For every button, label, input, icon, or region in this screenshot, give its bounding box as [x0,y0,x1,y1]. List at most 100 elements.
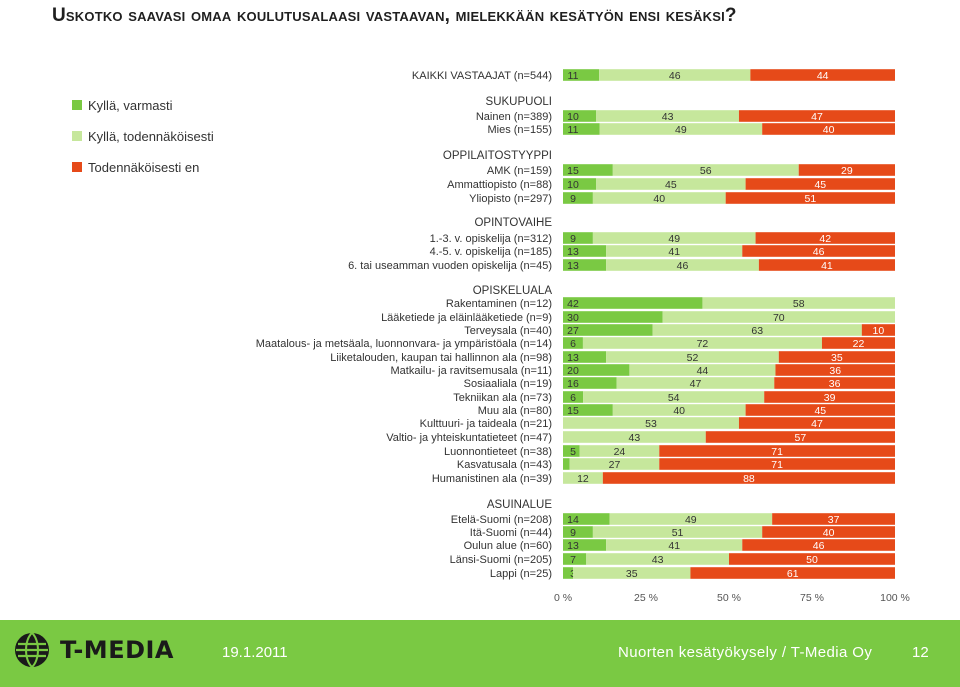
category-label: Yliopisto (n=297) [469,193,552,205]
data-label: 56 [700,165,712,177]
data-label: 72 [697,338,709,350]
bar-segment-probably-not [774,377,895,389]
bar-segment-yes-certainly [563,324,653,336]
data-label: 10 [567,179,579,191]
category-label: Länsi-Suomi (n=205) [450,554,552,566]
x-tick-label: 75 % [800,592,824,604]
category-label: Valtio- ja yhteiskuntatieteet (n=47) [386,432,552,444]
category-label: Matkailu- ja ravitsemusala (n=11) [391,365,553,377]
legend-swatch [72,162,82,172]
group-heading: OPPILAITOSTYYPPI [443,150,552,162]
data-label: 47 [811,418,823,430]
data-label: 11 [568,70,579,82]
data-label: 46 [813,246,825,258]
bar-segment-yes-probably [599,69,751,81]
bar-segment-yes-certainly [563,351,607,363]
data-label: 20 [567,365,579,377]
data-label: 16 [567,378,579,390]
bar-segment-yes-probably [606,351,779,363]
category-label: 4.-5. v. opiskelija (n=185) [430,246,552,258]
data-label: 14 [567,514,579,526]
bar-segment-yes-probably [579,445,660,457]
bar-segment-yes-certainly [563,123,600,135]
data-label: 42 [819,233,831,245]
bar-segment-probably-not [725,192,895,204]
t-media-logo: T-MEDIA [12,630,174,670]
data-label: 61 [787,568,799,580]
data-label: 40 [673,405,685,417]
group-heading: ASUINALUE [487,499,553,511]
data-label: 45 [814,405,826,417]
legend-swatch [72,100,82,110]
category-label: Luonnontieteet (n=38) [444,446,552,458]
data-label: 52 [687,352,699,364]
data-label: 43 [629,432,641,444]
category-label: 1.-3. v. opiskelija (n=312) [430,233,552,245]
group-heading: OPINTOVAIHE [474,217,552,229]
bar-segment-yes-certainly [563,259,607,271]
category-label: Sosiaaliala (n=19) [464,378,552,390]
stacked-bar-chart: KAIKKI VASTAAJAT (n=544) 11 46 44 SUKUPUOLI N… [256,69,910,604]
bar-segment-yes-certainly [563,192,593,204]
data-label: 43 [652,554,664,566]
bar-segment-yes-certainly [563,69,600,81]
data-label: 41 [821,260,833,272]
data-label: 41 [668,246,680,258]
data-label: 54 [668,392,680,404]
data-label: 49 [675,124,687,136]
legend-label: Kyllä, varmasti [88,97,173,113]
bar-segment-probably-not [764,391,895,403]
data-label: 27 [609,459,621,471]
bar-segment-yes-probably [652,324,862,336]
bar-segment-probably-not [821,337,895,349]
data-label: 51 [672,527,684,539]
bar-segment-yes-probably [563,417,739,429]
data-label: 9 [570,233,576,245]
bar-segment-yes-probably [612,164,799,176]
bar-segment-probably-not [659,445,895,457]
data-label: 39 [824,392,836,404]
data-label: 30 [567,312,579,324]
data-label: 11 [568,124,579,136]
bar-segment-yes-probably [616,377,775,389]
bar-segment-yes-probably [563,472,603,484]
group-heading: SUKUPUOLI [486,96,552,108]
page-number: 12 [912,644,929,661]
data-label: 7 [570,554,576,566]
bar-segment-yes-probably [592,232,756,244]
data-label: 6 [570,338,576,350]
data-label: 49 [685,514,697,526]
category-label: Kulttuuri- ja taideala (n=21) [420,418,552,430]
legend-item-yes-probably: Kyllä, todennäköisesti [72,125,214,147]
data-label: 50 [806,554,818,566]
bar-segment-yes-probably [583,391,765,403]
bar-segment-yes-certainly [563,526,593,538]
category-label: Mies (n=155) [487,124,552,136]
category-label: Lääketiede ja eläinlääketiede (n=9) [381,312,552,324]
data-label: 71 [771,446,783,458]
bar-segment-probably-not [690,567,895,579]
x-tick-label: 100 % [880,592,910,604]
data-label: 70 [773,312,785,324]
bar-segment-yes-probably [596,110,739,122]
data-label: 46 [813,540,825,552]
legend-swatch [72,131,82,141]
bar-segment-yes-certainly [563,164,613,176]
data-label: 22 [853,338,865,350]
bar-segment-probably-not [738,417,895,429]
category-label: 6. tai useamman vuoden opiskelija (n=45) [348,260,552,272]
category-label: Terveysala (n=40) [464,325,552,337]
data-label: 12 [577,473,589,485]
data-label: 15 [567,165,579,177]
data-label: 35 [831,352,843,364]
category-label: AMK (n=159) [487,165,552,177]
data-label: 40 [823,527,835,539]
bar-segment-probably-not [745,404,895,416]
bar-segment-yes-certainly [563,110,597,122]
category-label: KAIKKI VASTAAJAT (n=544) [412,70,552,82]
data-label: 13 [567,260,579,272]
data-label: 5 [570,446,576,458]
bar-segment-yes-probably [612,404,746,416]
bar-segment-yes-certainly [563,567,574,579]
x-tick-label: 0 % [554,592,572,604]
